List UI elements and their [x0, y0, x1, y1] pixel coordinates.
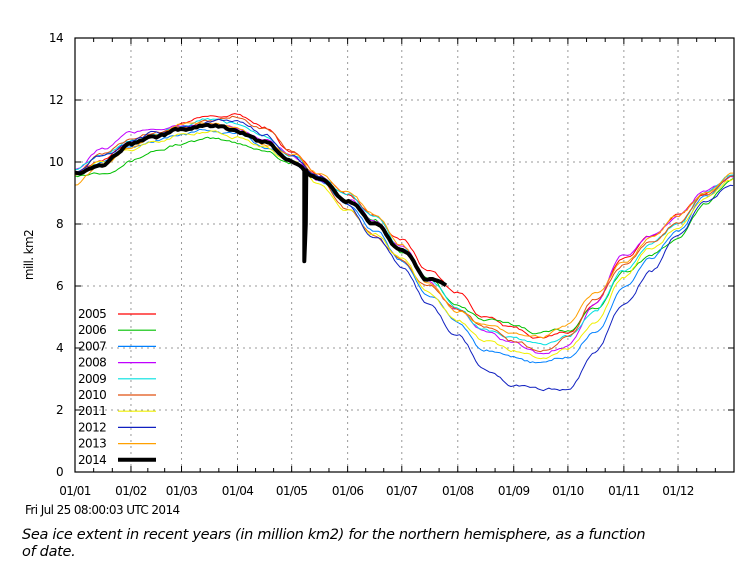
series-layer: [74, 113, 734, 392]
series-line-2006: [74, 136, 734, 335]
series-line-2007: [74, 128, 734, 364]
legend-label-2011: 2011: [78, 404, 106, 418]
figure-caption: Sea ice extent in recent years (in milli…: [22, 527, 646, 560]
y-tick-label: 12: [49, 93, 63, 107]
series-line-2005: [75, 113, 734, 339]
x-tick-label: 01/10: [552, 484, 584, 498]
y-tick-labels: 0 2 4 6 8 10 12 14: [49, 31, 64, 479]
legend-label-2007: 2007: [78, 339, 106, 353]
legend-label-2010: 2010: [78, 388, 106, 402]
legend-label-2014: 2014: [78, 453, 106, 467]
x-tick-label: 01/07: [386, 484, 418, 498]
series-line-2014: [74, 122, 448, 288]
grid: [75, 38, 734, 472]
x-tick-label: 01/03: [166, 484, 198, 498]
y-tick-label: 6: [56, 279, 63, 293]
series-line-2011: [74, 130, 734, 360]
x-tick-label: 01/05: [276, 484, 308, 498]
x-tick-label: 01/09: [498, 484, 530, 498]
x-tick-label: 01/12: [662, 484, 694, 498]
axis-ticks: [74, 37, 734, 473]
x-tick-label: 01/02: [115, 484, 147, 498]
legend-label-2006: 2006: [78, 323, 106, 337]
legend-label-2009: 2009: [78, 372, 106, 386]
x-tick-label: 01/11: [608, 484, 640, 498]
y-tick-label: 10: [49, 155, 63, 169]
plot-frame: [74, 37, 735, 473]
x-tick-label: 01/06: [332, 484, 364, 498]
x-tick-labels: 01/01 01/02 01/03 01/04 01/05 01/06 01/07 01/08…: [59, 484, 694, 498]
y-tick-label: 2: [56, 403, 63, 417]
legend-label-2005: 2005: [78, 307, 106, 321]
y-tick-label: 4: [56, 341, 63, 355]
y-tick-label: 0: [56, 465, 63, 479]
legend-label-2012: 2012: [78, 420, 106, 434]
y-axis-label: mill. km2: [22, 230, 36, 280]
legend: 2005 2006 2007 2008 2009 2010 2011 2012 2013 2014: [78, 307, 156, 467]
legend-label-2013: 2013: [78, 437, 106, 451]
series-line-2012: [74, 118, 734, 392]
x-tick-label: 01/04: [222, 484, 254, 498]
x-tick-label: 01/01: [59, 484, 91, 498]
legend-label-2008: 2008: [78, 356, 106, 370]
series-line-2013: [74, 122, 734, 339]
series-line-2008: [74, 123, 734, 355]
timestamp: Fri Jul 25 08:00:03 UTC 2014: [25, 503, 180, 517]
y-tick-label: 14: [49, 31, 63, 45]
y-tick-label: 8: [56, 217, 63, 231]
series-line-2010: [74, 115, 734, 353]
x-tick-label: 01/08: [442, 484, 474, 498]
series-line-2009: [74, 118, 734, 346]
